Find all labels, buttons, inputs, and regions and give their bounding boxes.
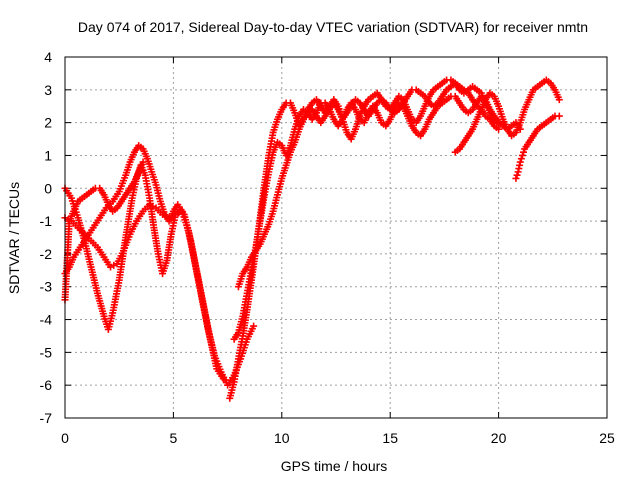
data-point	[518, 151, 526, 159]
y-tick-label: 3	[44, 82, 52, 98]
series-trace-8	[451, 76, 563, 156]
data-point	[520, 148, 528, 156]
y-tick-label: -7	[40, 410, 53, 426]
x-tick-label: 25	[599, 430, 615, 446]
data-point	[555, 96, 563, 104]
grid	[65, 57, 607, 418]
x-tick-label: 15	[382, 430, 398, 446]
x-tick-label: 5	[170, 430, 178, 446]
data-point	[517, 155, 525, 163]
data-point	[250, 322, 258, 330]
y-tick-label: 2	[44, 115, 52, 131]
y-tick-label: -3	[40, 279, 53, 295]
x-tick-label: 20	[491, 430, 507, 446]
y-tick-label: -5	[40, 344, 53, 360]
series-trace-7	[234, 79, 503, 291]
y-tick-label: 4	[44, 49, 52, 65]
axis-ticks	[64, 56, 608, 419]
y-axis-label: SDTVAR / TECUs	[6, 182, 22, 294]
data-point	[495, 125, 503, 133]
tick-labels: 0 5 10 15 20 25 -7 -6 -5 -4 -3 -2 -1 0 1 2 3 4	[40, 49, 615, 446]
data-point	[139, 158, 147, 166]
y-tick-label: -4	[40, 312, 53, 328]
chart-title: Day 074 of 2017, Sidereal Day-to-day VTE…	[78, 19, 588, 35]
y-tick-label: 1	[44, 147, 52, 163]
x-tick-label: 0	[61, 430, 69, 446]
data-point	[555, 112, 563, 120]
plot-frame	[64, 56, 608, 419]
y-tick-label: 0	[44, 180, 52, 196]
data-point	[512, 174, 520, 182]
data-point	[110, 261, 118, 269]
data-point	[513, 171, 521, 179]
y-tick-label: -6	[40, 377, 53, 393]
y-tick-label: -2	[40, 246, 53, 262]
data-series	[61, 76, 563, 402]
series-trace-4	[61, 158, 147, 304]
data-point	[516, 158, 524, 166]
x-axis-label: GPS time / hours	[281, 458, 388, 474]
y-tick-label: -1	[40, 213, 53, 229]
series-trace-9	[512, 112, 563, 182]
x-tick-label: 10	[274, 430, 290, 446]
